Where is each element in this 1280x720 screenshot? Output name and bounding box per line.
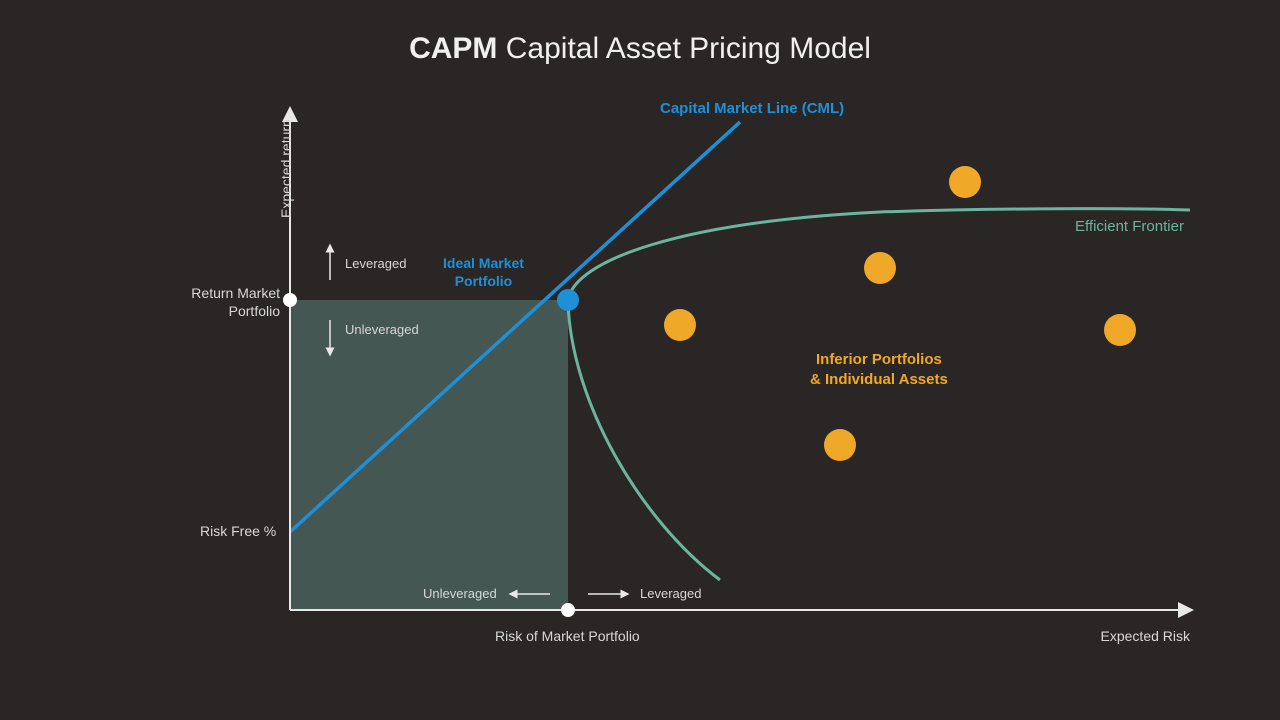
unleveraged-y-label: Unleveraged [345, 322, 419, 337]
asset-dot [949, 166, 981, 198]
page-title: CAPM Capital Asset Pricing Model [0, 32, 1280, 66]
leveraged-x-label: Leveraged [640, 586, 701, 601]
asset-dot [824, 429, 856, 461]
return-market-label: Return Market Portfolio [176, 285, 280, 320]
risk-free-label: Risk Free % [200, 523, 276, 539]
return-market-marker [283, 293, 297, 307]
risk-market-marker [561, 603, 575, 617]
y-axis-label: Expected return [278, 119, 294, 218]
asset-dot [664, 309, 696, 341]
ideal-portfolio-marker [557, 289, 579, 311]
chart-svg [180, 100, 1210, 660]
inferior-portfolios-label: Inferior Portfolios & Individual Assets [810, 350, 948, 389]
title-rest: Capital Asset Pricing Model [497, 32, 871, 65]
ideal-portfolio-label: Ideal Market Portfolio [443, 255, 524, 290]
unleveraged-x-label: Unleveraged [423, 586, 497, 601]
cml-label: Capital Market Line (CML) [660, 100, 844, 117]
efficient-frontier-label: Efficient Frontier [1075, 218, 1184, 235]
title-bold: CAPM [409, 32, 497, 65]
leverage-region [290, 300, 568, 610]
risk-market-label: Risk of Market Portfolio [495, 628, 640, 644]
capm-chart: Expected return Expected Risk Return Mar… [180, 100, 1210, 660]
x-axis-label: Expected Risk [1101, 628, 1190, 644]
asset-dot [1104, 314, 1136, 346]
leveraged-y-label: Leveraged [345, 256, 406, 271]
asset-dot [864, 252, 896, 284]
